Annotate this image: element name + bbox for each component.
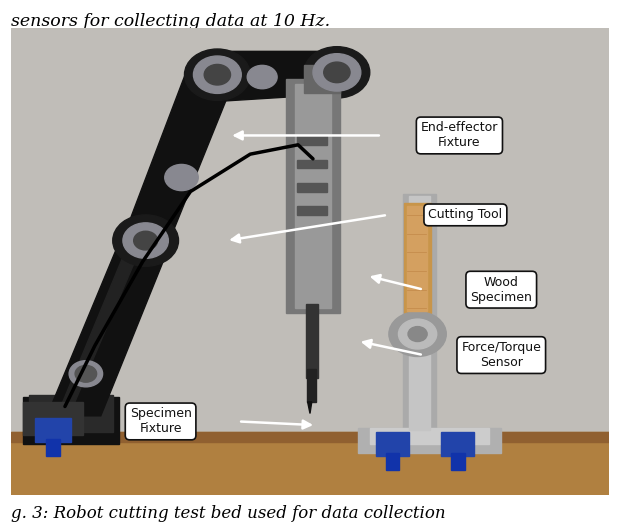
- Bar: [402, 194, 435, 432]
- Bar: [297, 183, 327, 192]
- Bar: [11, 432, 609, 441]
- Bar: [23, 402, 83, 435]
- Bar: [297, 160, 327, 168]
- Polygon shape: [47, 229, 172, 416]
- Circle shape: [193, 56, 241, 93]
- Circle shape: [304, 46, 370, 98]
- Bar: [537, 28, 620, 495]
- Bar: [304, 65, 340, 93]
- Bar: [11, 28, 161, 495]
- Bar: [407, 205, 427, 310]
- Circle shape: [399, 319, 436, 349]
- Bar: [370, 428, 489, 444]
- Circle shape: [123, 223, 169, 258]
- Bar: [441, 432, 474, 456]
- Text: sensors for collecting data at 10 Hz.: sensors for collecting data at 10 Hz.: [11, 13, 330, 30]
- Bar: [358, 428, 501, 453]
- Bar: [286, 79, 340, 313]
- Text: g. 3: Robot cutting test bed used for data collection: g. 3: Robot cutting test bed used for da…: [11, 505, 446, 522]
- Circle shape: [408, 327, 427, 342]
- Bar: [11, 28, 609, 439]
- Bar: [297, 136, 327, 145]
- Bar: [386, 453, 399, 469]
- Circle shape: [247, 65, 277, 89]
- Text: Specimen
Fixture: Specimen Fixture: [130, 408, 192, 436]
- Circle shape: [185, 49, 250, 100]
- Circle shape: [75, 365, 97, 382]
- Text: Force/Torque
Sensor: Force/Torque Sensor: [461, 341, 541, 369]
- Bar: [297, 206, 327, 215]
- Bar: [46, 439, 60, 456]
- Bar: [306, 304, 318, 379]
- Text: Wood
Specimen: Wood Specimen: [471, 276, 532, 304]
- Bar: [404, 203, 431, 313]
- Circle shape: [113, 215, 179, 266]
- Polygon shape: [11, 432, 609, 495]
- Bar: [295, 84, 331, 308]
- Polygon shape: [308, 402, 312, 413]
- Polygon shape: [59, 238, 143, 411]
- Circle shape: [324, 62, 350, 83]
- Bar: [405, 28, 555, 495]
- Bar: [274, 28, 423, 495]
- Bar: [409, 196, 430, 430]
- Text: Cutting Tool: Cutting Tool: [428, 209, 502, 221]
- Circle shape: [313, 54, 361, 91]
- Circle shape: [389, 312, 446, 356]
- Circle shape: [69, 361, 102, 387]
- Circle shape: [134, 231, 157, 250]
- Circle shape: [204, 64, 231, 85]
- Bar: [307, 369, 316, 402]
- Text: End-effector
Fixture: End-effector Fixture: [421, 121, 498, 149]
- Polygon shape: [125, 61, 238, 248]
- Bar: [23, 397, 119, 444]
- Bar: [376, 432, 409, 456]
- Bar: [451, 453, 464, 469]
- Bar: [143, 28, 292, 495]
- Bar: [29, 395, 113, 432]
- Circle shape: [165, 164, 198, 191]
- Bar: [35, 418, 71, 441]
- Polygon shape: [197, 51, 346, 103]
